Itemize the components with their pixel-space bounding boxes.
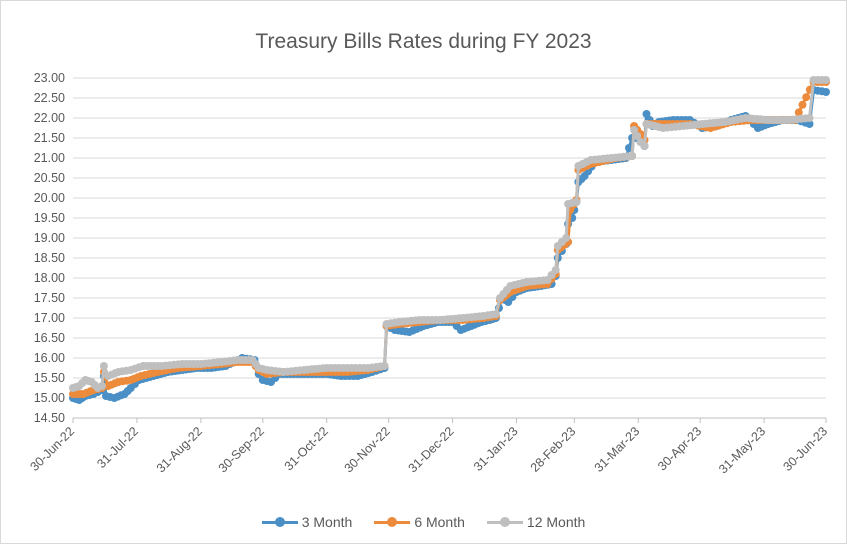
x-tick-label: 28-Feb-23 [528,424,579,475]
chart-title: Treasury Bills Rates during FY 2023 [255,30,592,53]
x-tick-label: 31-Jan-23 [471,424,521,474]
y-tick-label: 18.50 [34,251,65,265]
y-tick-label: 19.00 [34,231,65,245]
data-point [805,114,814,122]
x-tick-label: 31-Oct-22 [282,424,331,473]
data-point [822,76,830,84]
data-point [805,120,814,128]
x-tick-label: 31-Jul-22 [94,424,141,471]
y-tick-label: 15.50 [34,371,65,385]
y-tick-label: 20.00 [34,191,65,205]
data-point [802,93,811,102]
y-tick-label: 17.00 [34,311,65,325]
x-tick-label: 30-Apr-23 [655,424,704,473]
data-point [572,198,581,206]
y-tick-label: 16.50 [34,331,65,345]
data-point [99,362,108,370]
data-point [551,266,560,274]
legend-swatch [486,517,523,527]
y-tick-label: 19.50 [34,211,65,225]
legend: 3 Month 6 Month 12 Month [0,514,847,530]
data-point [97,382,106,390]
y-tick-label: 20.50 [34,171,65,185]
legend-item-3-month: 3 Month [261,514,353,530]
x-tick-label: 31-Dec-22 [406,424,457,475]
y-tick-label: 22.50 [34,91,65,105]
x-tick-label: 30-Jun-23 [780,424,830,474]
x-tick-label: 31-Aug-22 [154,424,205,475]
y-axis: 14.50 15.00 15.50 16.00 16.50 17.00 17.50 18.00… [34,71,65,425]
data-point [798,100,807,109]
series-line [72,88,827,402]
data-point [822,88,830,96]
series-lines [69,76,830,404]
legend-label: 6 Month [414,514,465,530]
data-point [562,234,571,242]
legend-item-12-month: 12 Month [486,514,586,530]
legend-swatch [374,517,411,527]
grid [73,77,826,419]
y-tick-label: 15.00 [34,391,65,405]
legend-swatch [261,517,298,527]
y-tick-label: 21.50 [34,131,65,145]
y-tick-label: 21.00 [34,151,65,165]
x-tick-label: 31-May-23 [716,424,768,476]
data-point [630,126,639,134]
x-tick-label: 31-Mar-23 [592,424,643,475]
series-3-month [69,86,830,404]
y-tick-label: 23.00 [34,71,65,85]
data-point [640,142,649,150]
data-point [628,152,637,160]
legend-label: 12 Month [526,514,586,530]
y-tick-label: 17.50 [34,291,65,305]
x-tick-label: 30-Nov-22 [342,424,393,475]
y-tick-label: 22.00 [34,111,65,125]
y-tick-label: 18.00 [34,271,65,285]
legend-item-6-month: 6 Month [374,514,465,530]
x-tick-label: 30-Jun-22 [27,424,77,474]
y-tick-label: 16.00 [34,351,65,365]
data-point [794,108,803,117]
legend-label: 3 Month [301,514,353,530]
data-point [642,110,651,118]
y-tick-label: 14.50 [34,411,65,425]
x-tick-label: 30-Sep-22 [216,424,267,475]
data-point [380,362,389,370]
series-12-month [69,76,830,392]
data-point [491,310,500,318]
x-axis: 30-Jun-22 31-Jul-22 31-Aug-22 30-Sep-22 31-O… [27,418,830,476]
data-point [633,132,642,140]
